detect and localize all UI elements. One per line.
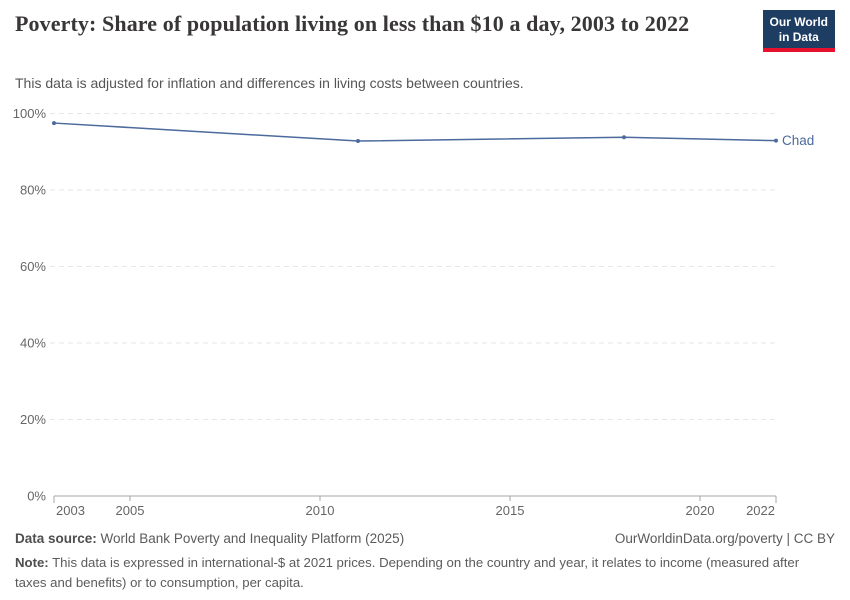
x-axis-tick-label: 2020 bbox=[686, 503, 715, 518]
page-title: Poverty: Share of population living on l… bbox=[15, 11, 690, 36]
data-point bbox=[622, 135, 626, 140]
data-point bbox=[356, 139, 360, 144]
data-source-value: World Bank Poverty and Inequality Platfo… bbox=[96, 531, 405, 546]
x-axis-tick-label: 2003 bbox=[56, 503, 85, 518]
line-chart: 0% 20% 40% 60% 80% 100% 2003 2005 2010 2015 2020 20… bbox=[13, 106, 815, 518]
footer-source-row: Data source: World Bank Poverty and Ineq… bbox=[15, 531, 835, 546]
x-axis-tick-label: 2022 bbox=[746, 503, 775, 518]
series-entity-label: Chad bbox=[782, 133, 814, 148]
y-axis-tick-label: 100% bbox=[13, 106, 47, 121]
series-line bbox=[53, 122, 777, 142]
x-axis-tick-label: 2005 bbox=[116, 503, 145, 518]
y-axis-tick-label: 80% bbox=[20, 183, 46, 198]
y-axis-tick-label: 20% bbox=[20, 412, 46, 427]
y-axis-tick-label: 0% bbox=[27, 489, 46, 504]
data-point bbox=[52, 121, 56, 126]
footer-note: Note: This data is expressed in internat… bbox=[15, 553, 823, 593]
data-source: Data source: World Bank Poverty and Ineq… bbox=[15, 531, 404, 546]
chart-subtitle: This data is adjusted for inflation and … bbox=[15, 75, 524, 91]
x-axis-tick-label: 2010 bbox=[306, 503, 335, 518]
x-axis-tick-label: 2015 bbox=[496, 503, 525, 518]
y-axis-tick-label: 40% bbox=[20, 336, 46, 351]
note-label: Note: bbox=[15, 555, 49, 570]
owid-logo-line1: Our World bbox=[769, 15, 828, 29]
data-source-label: Data source: bbox=[15, 531, 97, 546]
owid-logo-line2: in Data bbox=[778, 29, 819, 44]
owid-logo: Our World in Data bbox=[762, 10, 835, 52]
note-value: This data is expressed in international-… bbox=[15, 555, 800, 590]
data-point bbox=[774, 138, 778, 143]
attribution-link: OurWorldinData.org/poverty | CC BY bbox=[614, 531, 835, 546]
y-axis-tick-label: 60% bbox=[20, 259, 46, 274]
